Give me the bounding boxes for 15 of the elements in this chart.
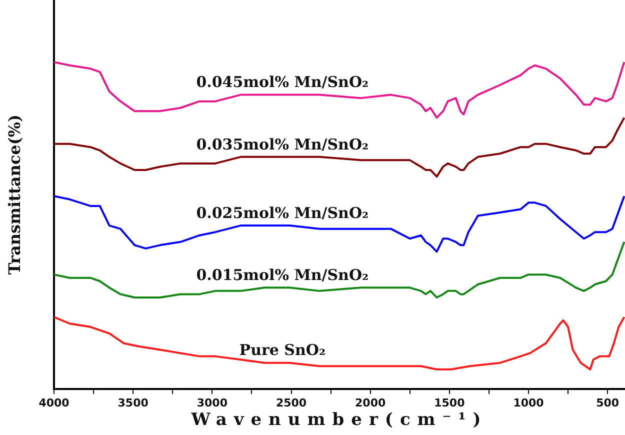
x-tick-label: 500 (596, 396, 620, 410)
x-tick-label: 3500 (118, 396, 149, 410)
y-axis-title: Transmittance(%) (4, 114, 24, 275)
x-tick-label: 1000 (513, 396, 544, 410)
x-tick-label: 2500 (276, 396, 307, 410)
series-label: 0.035mol% Mn/SnO₂ (196, 135, 369, 154)
series-label: 0.025mol% Mn/SnO₂ (196, 204, 369, 222)
x-tick-label: 3000 (196, 396, 228, 410)
x-axis-title: Wavenumber(cm⁻¹) (190, 410, 489, 430)
x-tick-label: 1500 (434, 396, 466, 410)
series-label: 0.015mol% Mn/SnO₂ (196, 266, 369, 284)
series-label: Pure SnO₂ (239, 341, 326, 360)
x-tick-label: 4000 (38, 396, 70, 410)
x-tick-label: 2000 (355, 396, 386, 410)
series-label: 0.045mol% Mn/SnO₂ (196, 73, 369, 92)
